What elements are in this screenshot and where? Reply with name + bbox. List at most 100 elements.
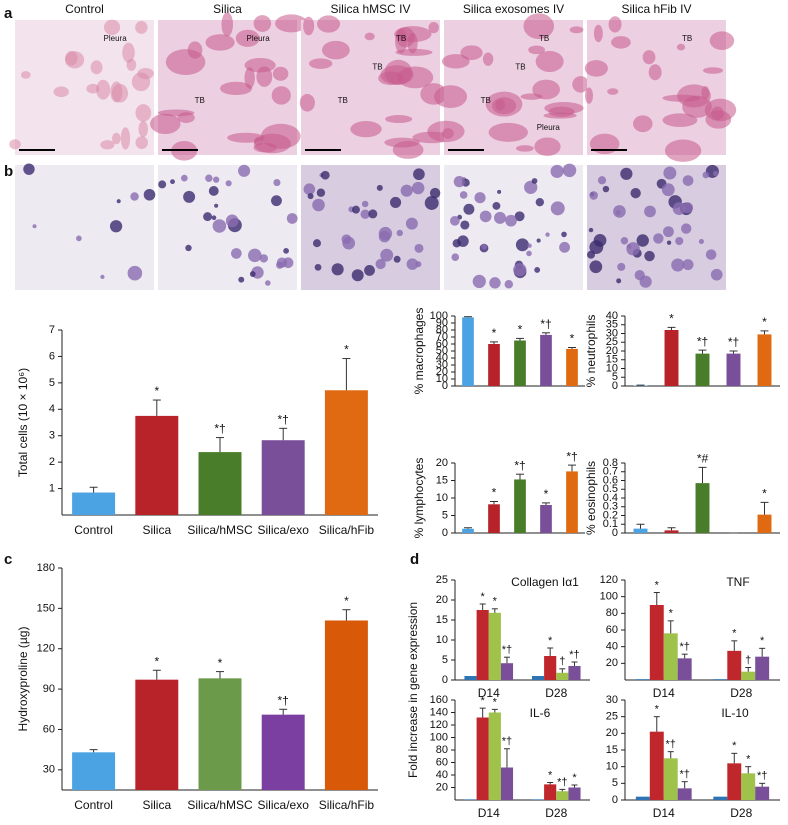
cell	[698, 238, 704, 245]
y-tick-label: 80	[436, 744, 448, 756]
bar	[488, 344, 500, 386]
x-tick-label: D28	[730, 806, 752, 820]
tissue	[441, 54, 470, 69]
bar	[727, 650, 742, 680]
cell	[589, 191, 598, 200]
tissue	[299, 93, 315, 112]
y-tick-label: 30	[606, 327, 618, 339]
bar	[324, 620, 368, 790]
x-tick-label: D28	[545, 806, 567, 820]
tissue	[395, 28, 408, 54]
cell	[504, 280, 514, 289]
photo-label: Control	[65, 2, 104, 16]
y-tick-label: 5	[612, 777, 618, 789]
bar	[556, 791, 569, 800]
y-tick-label: 2	[49, 456, 55, 468]
y-tick-label: 25	[606, 711, 618, 723]
cell	[472, 274, 486, 289]
cell	[681, 223, 692, 234]
cell	[626, 242, 640, 256]
photo-annotation: Pleura	[537, 123, 561, 132]
tissue	[86, 83, 100, 94]
bar	[635, 796, 650, 800]
bar	[500, 663, 514, 680]
bar	[324, 390, 368, 515]
cell	[130, 192, 139, 201]
cell	[312, 198, 325, 212]
y-tick-label: 180	[37, 562, 55, 574]
tissue	[589, 133, 620, 155]
cell	[109, 220, 123, 233]
y-tick-label: 20	[606, 657, 618, 669]
cell	[212, 219, 227, 233]
y-tick-label: 0.4	[603, 492, 618, 504]
tissue	[271, 86, 291, 105]
cell	[587, 250, 596, 259]
cell	[644, 250, 655, 262]
bar	[464, 799, 477, 800]
tissue	[138, 120, 148, 138]
tissue	[253, 15, 272, 32]
bar	[462, 317, 474, 386]
significance: *	[746, 754, 751, 766]
photo-label: Silica hFib IV	[621, 2, 691, 16]
tissue	[126, 58, 137, 71]
tissue	[407, 32, 418, 54]
cell	[453, 176, 465, 188]
y-tick-label: 20	[436, 594, 448, 606]
cell	[231, 248, 242, 259]
y-tick-label: 150	[37, 602, 55, 614]
cell	[526, 250, 532, 257]
cell	[460, 220, 470, 230]
significance: *	[655, 579, 660, 591]
cell	[396, 229, 403, 237]
tissue	[664, 139, 702, 162]
x-tick-label: Silica/hMSC	[187, 523, 253, 537]
tissue	[221, 12, 234, 37]
cell	[100, 274, 105, 280]
y-tick-label: 0	[442, 674, 448, 686]
y-axis-label: Fold increase in gene expression	[406, 602, 420, 778]
bar	[726, 353, 741, 386]
y-tick-label: 100	[430, 731, 448, 743]
bar	[677, 658, 692, 680]
cell	[376, 184, 383, 191]
tissue	[135, 136, 149, 149]
bar	[727, 763, 742, 800]
panel-letter: d	[410, 551, 419, 568]
bar	[544, 656, 557, 680]
significance: *	[669, 312, 674, 326]
tissue	[103, 19, 121, 35]
cell	[265, 280, 271, 286]
x-tick-label: D14	[478, 806, 500, 820]
y-tick-label: 1	[49, 482, 55, 494]
photo-annotation: Pleura	[104, 34, 128, 43]
tissue	[528, 45, 545, 55]
cell	[597, 176, 607, 185]
tissue	[321, 40, 350, 60]
bar	[757, 334, 772, 386]
photo-label: Silica	[213, 2, 242, 16]
significance: *	[481, 695, 486, 707]
tissue	[392, 140, 424, 159]
cell	[116, 199, 121, 204]
cell	[672, 202, 686, 216]
tissue	[177, 112, 195, 123]
y-tick-label: 20	[436, 366, 448, 378]
cell	[634, 269, 645, 281]
cell	[414, 243, 424, 253]
tissue	[219, 81, 253, 96]
y-tick-label: 10	[606, 362, 618, 374]
bar	[633, 528, 648, 533]
cell	[527, 243, 532, 248]
cell	[644, 205, 656, 218]
y-tick-label: 140	[430, 706, 448, 718]
y-tick-label: 10	[436, 492, 448, 504]
photo-annotation: TB	[195, 96, 205, 105]
cell	[368, 209, 378, 219]
cell	[531, 178, 538, 184]
tissue	[677, 84, 711, 108]
significance: *†	[728, 335, 739, 349]
panel-letter: b	[4, 163, 13, 180]
cell	[602, 185, 610, 193]
